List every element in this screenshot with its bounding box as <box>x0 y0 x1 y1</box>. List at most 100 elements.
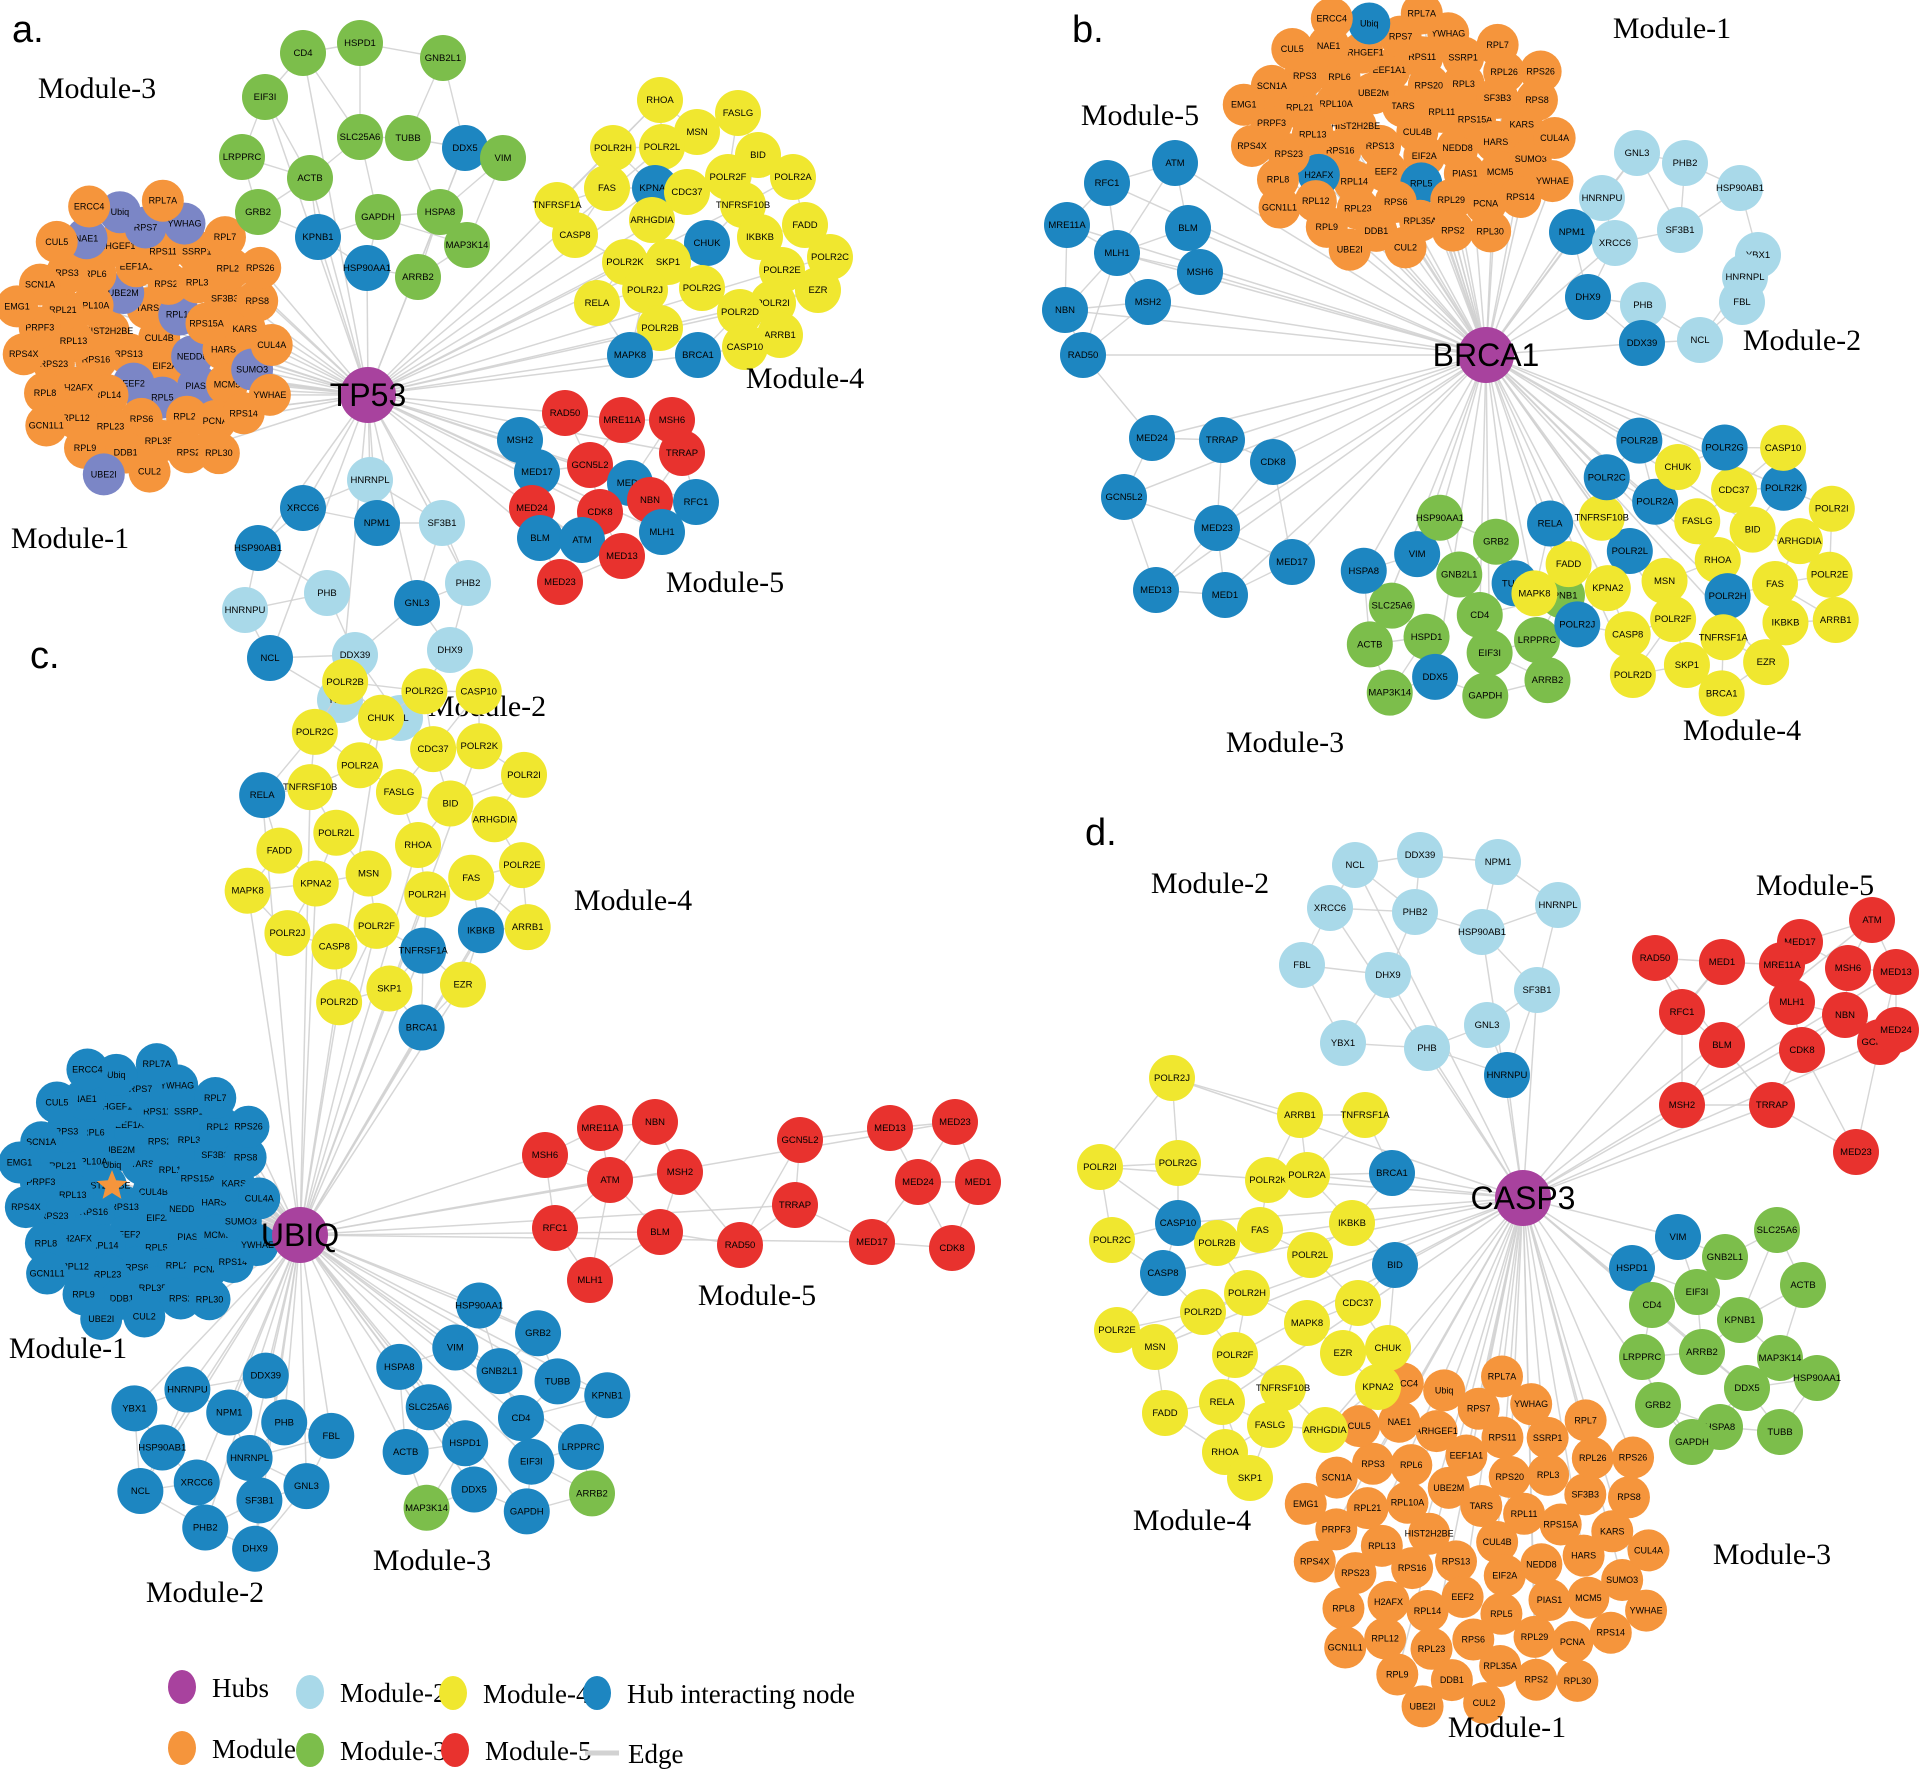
node-POLR2I[interactable] <box>1808 485 1855 532</box>
node-CASP8[interactable] <box>1604 611 1651 658</box>
node-YBX1[interactable] <box>1320 1020 1366 1066</box>
node-CD4[interactable] <box>1456 592 1503 638</box>
node-RPL23[interactable] <box>1410 1627 1453 1670</box>
node-RFC1[interactable] <box>1084 160 1130 206</box>
node-ACTB[interactable] <box>1346 621 1393 668</box>
node-ARHGDIA[interactable] <box>1302 1407 1348 1453</box>
node-CHUK[interactable] <box>684 220 730 266</box>
node-MLH1[interactable] <box>567 1257 613 1303</box>
node-GAPDH[interactable] <box>503 1488 550 1535</box>
node-POLR2D[interactable] <box>1609 651 1656 698</box>
node-MRE11A[interactable] <box>599 397 645 443</box>
node-POLR2J[interactable] <box>1149 1055 1195 1101</box>
node-TARS[interactable] <box>1460 1484 1503 1527</box>
node-GCN1L1[interactable] <box>1324 1626 1367 1669</box>
node-RPS8[interactable] <box>236 279 279 322</box>
node-EMG1[interactable] <box>0 1141 41 1184</box>
node-TNFRSF1A[interactable] <box>1700 614 1747 661</box>
node-GNB2L1[interactable] <box>420 35 466 81</box>
node-UBE2M[interactable] <box>1427 1466 1470 1509</box>
hub-CASP3[interactable] <box>1495 1170 1551 1226</box>
node-BLM[interactable] <box>1165 205 1211 251</box>
node-PHB[interactable] <box>1404 1025 1450 1071</box>
node-RHOA[interactable] <box>395 822 442 868</box>
node-NCL[interactable] <box>1332 842 1378 888</box>
node-YWHAE[interactable] <box>1531 160 1574 203</box>
node-CDC37[interactable] <box>1711 466 1758 513</box>
node-CUL4B[interactable] <box>1476 1521 1519 1563</box>
node-RPL21[interactable] <box>1346 1487 1389 1530</box>
node-DHX9[interactable] <box>1365 952 1411 998</box>
node-FASLG[interactable] <box>715 90 761 136</box>
node-XRCC6[interactable] <box>1592 220 1638 266</box>
node-DDB1[interactable] <box>1430 1659 1473 1702</box>
node-ARRB1[interactable] <box>757 312 803 358</box>
node-SF3B1[interactable] <box>1514 967 1560 1013</box>
node-MED24[interactable] <box>895 1159 941 1205</box>
node-CUL2[interactable] <box>128 450 171 493</box>
node-SLC25A6[interactable] <box>405 1384 452 1431</box>
node-CASP8[interactable] <box>552 212 598 258</box>
node-GNB2L1[interactable] <box>1436 551 1483 598</box>
node-MED23[interactable] <box>1194 505 1240 551</box>
node-POLR2K[interactable] <box>456 723 503 770</box>
node-BRCA1[interactable] <box>1369 1150 1415 1196</box>
node-RPL30[interactable] <box>197 432 240 475</box>
node-CDK8[interactable] <box>1779 1027 1825 1073</box>
node-CDC37[interactable] <box>1335 1280 1381 1326</box>
node-DHX9[interactable] <box>232 1525 279 1572</box>
node-POLR2J[interactable] <box>264 910 311 957</box>
node-ARRB1[interactable] <box>1812 597 1859 644</box>
node-POLR2L[interactable] <box>639 124 685 170</box>
node-EIF3I[interactable] <box>242 74 288 120</box>
node-RPS11[interactable] <box>1481 1416 1524 1459</box>
node-NAE1[interactable] <box>1378 1400 1421 1443</box>
node-RHOA[interactable] <box>1694 537 1741 583</box>
node-CUL5[interactable] <box>1271 28 1314 71</box>
node-MED1[interactable] <box>955 1159 1001 1205</box>
node-SCN1A[interactable] <box>1315 1456 1358 1499</box>
node-ATM[interactable] <box>587 1157 633 1203</box>
node-CASP8[interactable] <box>1140 1250 1186 1296</box>
node-H2AFX[interactable] <box>1367 1580 1410 1623</box>
node-MSN[interactable] <box>345 850 392 897</box>
node-GRB2[interactable] <box>1635 1382 1681 1428</box>
node-HSP90AB1[interactable] <box>235 525 281 571</box>
node-HSP90AB1[interactable] <box>1459 909 1505 955</box>
node-RELA[interactable] <box>239 772 286 819</box>
node-POLR2C[interactable] <box>1089 1217 1135 1263</box>
node-MED17[interactable] <box>514 449 560 495</box>
node-HSPD1[interactable] <box>1609 1245 1655 1291</box>
node-VIM[interactable] <box>432 1324 479 1371</box>
node-CASP10[interactable] <box>1760 424 1807 471</box>
node-EMG1[interactable] <box>0 285 38 328</box>
node-MED23[interactable] <box>932 1099 978 1145</box>
node-RAD50[interactable] <box>1632 935 1678 981</box>
node-GRB2[interactable] <box>1473 518 1520 565</box>
node-ERCC4[interactable] <box>68 185 111 228</box>
node-KPNB1[interactable] <box>1717 1297 1763 1343</box>
node-RPL35A[interactable] <box>1479 1644 1522 1687</box>
node-TRRAP[interactable] <box>659 430 705 476</box>
node-IKBKB[interactable] <box>1329 1200 1375 1246</box>
node-TRRAP[interactable] <box>1199 417 1245 463</box>
node-POLR2L[interactable] <box>313 809 360 856</box>
node-RPS2[interactable] <box>1515 1658 1558 1701</box>
node-FAS[interactable] <box>584 165 630 211</box>
node-CUL4A[interactable] <box>1627 1529 1670 1572</box>
node-RPL8[interactable] <box>24 372 67 415</box>
node-RFC1[interactable] <box>673 479 719 525</box>
node-HNRNPU[interactable] <box>222 587 268 633</box>
node-XRCC6[interactable] <box>1307 885 1353 931</box>
node-RPS20[interactable] <box>1488 1455 1531 1498</box>
node-RPS23[interactable] <box>1334 1552 1377 1595</box>
node-CDC37[interactable] <box>410 726 457 773</box>
node-POLR2G[interactable] <box>1155 1140 1201 1186</box>
node-ARRB1[interactable] <box>504 904 551 951</box>
node-GAPDH[interactable] <box>1669 1419 1715 1465</box>
node-FADD[interactable] <box>1142 1390 1188 1436</box>
node-MSN[interactable] <box>674 109 720 155</box>
node-POLR2A[interactable] <box>770 154 816 200</box>
node-PHB[interactable] <box>261 1399 308 1446</box>
node-GNB2L1[interactable] <box>476 1348 523 1395</box>
